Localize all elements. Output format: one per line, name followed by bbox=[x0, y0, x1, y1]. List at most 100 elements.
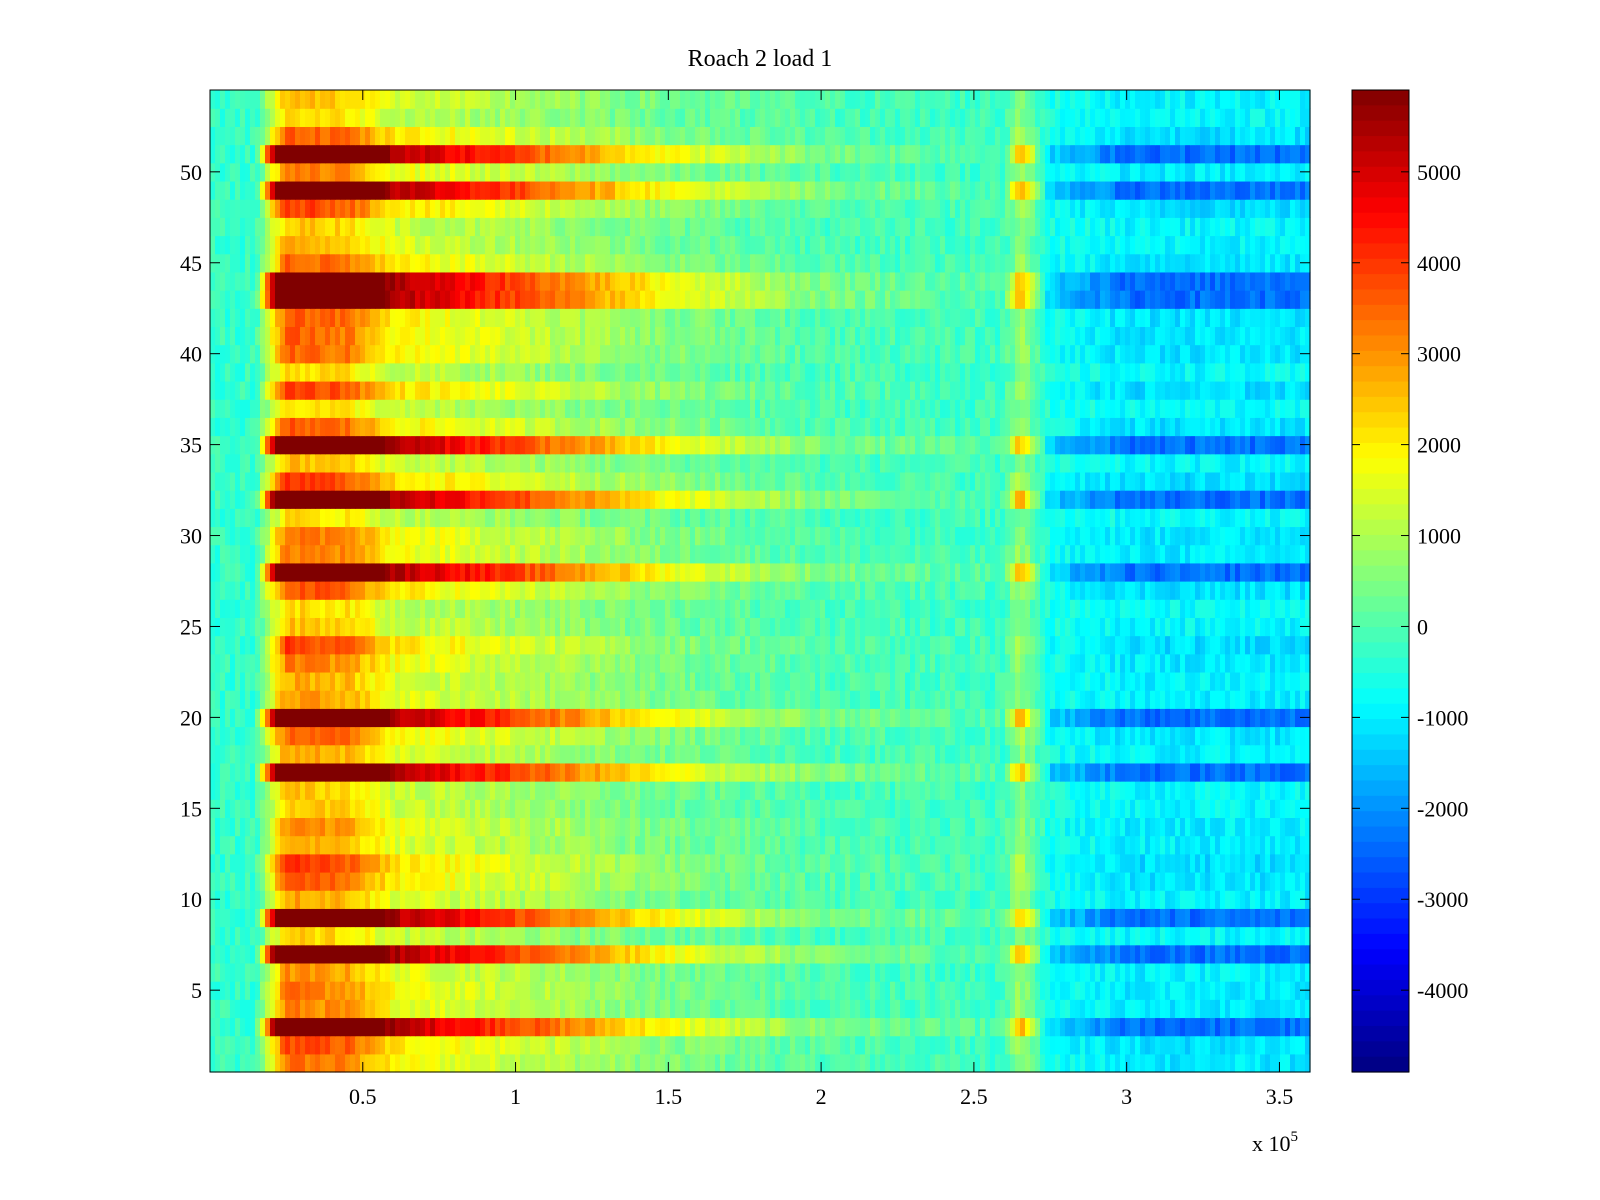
heatmap-cell bbox=[310, 944, 316, 964]
heatmap-cell bbox=[285, 926, 291, 946]
heatmap-cell bbox=[440, 817, 446, 837]
heatmap-cell bbox=[545, 762, 551, 782]
heatmap-cell bbox=[635, 671, 641, 691]
heatmap-cell bbox=[940, 944, 946, 964]
heatmap-cell bbox=[900, 926, 906, 946]
heatmap-cell bbox=[1190, 1017, 1196, 1037]
heatmap-cell bbox=[405, 908, 411, 928]
heatmap-cell bbox=[1305, 726, 1311, 746]
heatmap-cell bbox=[820, 726, 826, 746]
heatmap-cell bbox=[730, 671, 736, 691]
heatmap-cell bbox=[1265, 817, 1271, 837]
heatmap-cell bbox=[560, 781, 566, 800]
heatmap-cell bbox=[430, 871, 436, 891]
heatmap-cell bbox=[655, 726, 661, 746]
heatmap-cell bbox=[625, 762, 631, 782]
heatmap-cell bbox=[695, 1017, 701, 1037]
heatmap-cell bbox=[895, 799, 901, 819]
heatmap-cell bbox=[1045, 908, 1051, 928]
heatmap-cell bbox=[310, 835, 316, 855]
heatmap-cell bbox=[1150, 962, 1156, 982]
heatmap-cell bbox=[825, 835, 831, 855]
heatmap-cell bbox=[415, 871, 421, 891]
heatmap-cell bbox=[950, 799, 956, 819]
heatmap-cell bbox=[1110, 762, 1116, 782]
heatmap-cell bbox=[1065, 781, 1071, 800]
heatmap-cell bbox=[545, 817, 551, 837]
heatmap-cell bbox=[780, 726, 786, 746]
heatmap-cell bbox=[660, 726, 666, 746]
heatmap-cell bbox=[740, 671, 746, 691]
heatmap-cell bbox=[945, 1035, 951, 1055]
heatmap-cell bbox=[990, 1017, 996, 1037]
heatmap-cell bbox=[1280, 981, 1286, 1000]
heatmap-cell bbox=[715, 962, 721, 982]
heatmap-cell bbox=[1065, 890, 1071, 909]
heatmap-cell bbox=[1175, 871, 1181, 891]
heatmap-cell bbox=[665, 653, 671, 673]
heatmap-cell bbox=[890, 726, 896, 746]
heatmap-cell bbox=[415, 799, 421, 819]
heatmap-cell bbox=[1060, 890, 1066, 909]
heatmap-cell bbox=[1215, 908, 1221, 928]
heatmap-cell bbox=[1050, 835, 1056, 855]
heatmap-cell bbox=[325, 1053, 331, 1073]
heatmap-cell bbox=[995, 890, 1001, 909]
heatmap-cell bbox=[725, 871, 731, 891]
heatmap-cell bbox=[365, 1017, 371, 1037]
heatmap-cell bbox=[965, 853, 971, 873]
heatmap-cell bbox=[1120, 890, 1126, 909]
heatmap-cell bbox=[845, 908, 851, 928]
heatmap-cell bbox=[485, 653, 491, 673]
heatmap-cell bbox=[480, 1053, 486, 1073]
heatmap-cell bbox=[785, 653, 791, 673]
heatmap-cell bbox=[765, 671, 771, 691]
heatmap-cell bbox=[1145, 871, 1151, 891]
heatmap-cell bbox=[210, 690, 216, 709]
heatmap-cell bbox=[510, 1053, 516, 1073]
heatmap-cell bbox=[815, 1017, 821, 1037]
heatmap-cell bbox=[900, 1017, 906, 1037]
heatmap-cell bbox=[1300, 853, 1306, 873]
heatmap-cell bbox=[960, 671, 966, 691]
heatmap-cell bbox=[1105, 690, 1111, 709]
heatmap-cell bbox=[1210, 926, 1216, 946]
heatmap-cell bbox=[500, 817, 506, 837]
heatmap-cell bbox=[650, 926, 656, 946]
heatmap-cell bbox=[665, 1035, 671, 1055]
heatmap-cell bbox=[635, 926, 641, 946]
heatmap-cell bbox=[1000, 981, 1006, 1000]
heatmap-cell bbox=[1090, 944, 1096, 964]
heatmap-cell bbox=[910, 1053, 916, 1073]
heatmap-cell bbox=[1195, 890, 1201, 909]
heatmap-cell bbox=[970, 890, 976, 909]
heatmap-cell bbox=[295, 999, 301, 1019]
heatmap-cell bbox=[585, 853, 591, 873]
heatmap-cell bbox=[1000, 962, 1006, 982]
heatmap-cell bbox=[975, 926, 981, 946]
heatmap-cell bbox=[460, 853, 466, 873]
heatmap-cell bbox=[410, 1017, 416, 1037]
heatmap-cell bbox=[935, 871, 941, 891]
heatmap-cell bbox=[1035, 726, 1041, 746]
heatmap-cell bbox=[1255, 708, 1261, 728]
heatmap-cell bbox=[820, 962, 826, 982]
heatmap-cell bbox=[440, 944, 446, 964]
heatmap-cell bbox=[1160, 708, 1166, 728]
heatmap-cell bbox=[1245, 726, 1251, 746]
heatmap-cell bbox=[845, 671, 851, 691]
heatmap-cell bbox=[1255, 871, 1261, 891]
heatmap-cell bbox=[235, 726, 241, 746]
heatmap-cell bbox=[825, 708, 831, 728]
heatmap-cell bbox=[1080, 762, 1086, 782]
heatmap-cell bbox=[570, 835, 576, 855]
heatmap-cell bbox=[820, 744, 826, 764]
heatmap-cell bbox=[920, 890, 926, 909]
heatmap-cell bbox=[375, 690, 381, 709]
heatmap-cell bbox=[435, 962, 441, 982]
heatmap-cell bbox=[1290, 671, 1296, 691]
heatmap-cell bbox=[670, 653, 676, 673]
heatmap-cell bbox=[715, 835, 721, 855]
heatmap-cell bbox=[605, 708, 611, 728]
heatmap-cell bbox=[865, 962, 871, 982]
